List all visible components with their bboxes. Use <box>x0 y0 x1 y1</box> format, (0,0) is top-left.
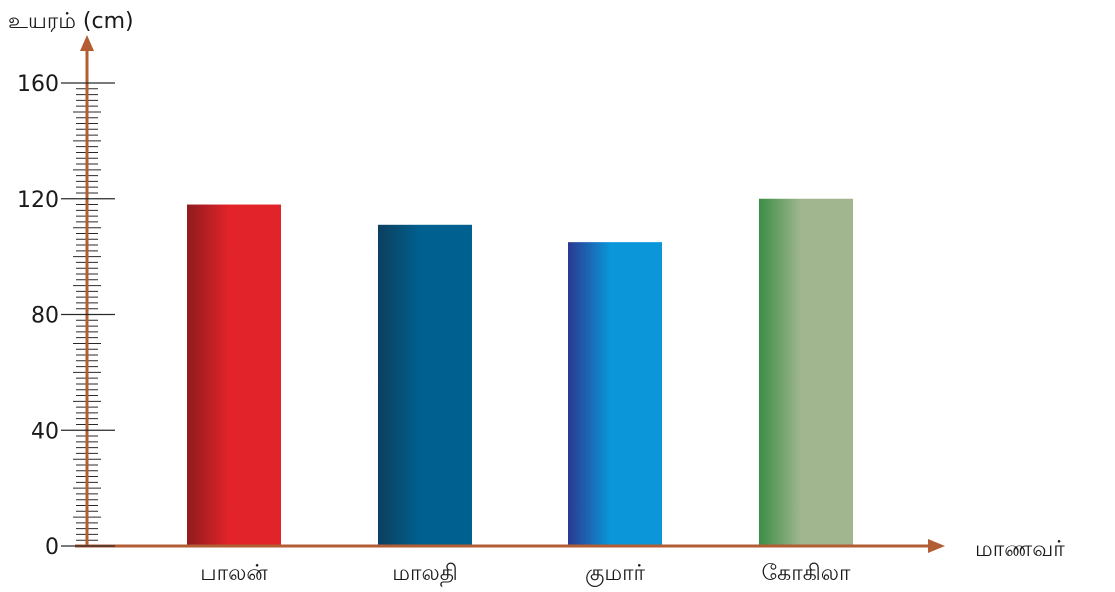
x-tick-label: குமார் <box>585 561 646 587</box>
bar-1 <box>378 224 472 546</box>
x-axis-title: மாணவர் <box>975 537 1065 562</box>
y-tick-label: 80 <box>31 304 59 329</box>
bars <box>187 198 853 546</box>
labels: 0 40 80 120 160 பாலன் மாலதி குமார் கோகிலா <box>17 72 851 587</box>
y-tick-label: 40 <box>31 419 59 444</box>
x-tick-label: பாலன் <box>200 561 268 586</box>
bar-2 <box>568 242 662 546</box>
y-tick-label: 120 <box>17 188 59 213</box>
bar-0 <box>187 204 281 546</box>
axes <box>61 35 945 553</box>
x-tick-label: மாலதி <box>392 561 457 587</box>
x-axis-arrow <box>928 539 945 553</box>
y-tick-label: 160 <box>17 72 59 97</box>
y-axis-title: உயரம் (cm) <box>8 9 134 34</box>
bar-3 <box>759 198 853 546</box>
y-axis-arrow <box>80 35 94 51</box>
x-tick-label: கோகிலா <box>762 561 851 586</box>
y-tick-label: 0 <box>45 535 59 560</box>
